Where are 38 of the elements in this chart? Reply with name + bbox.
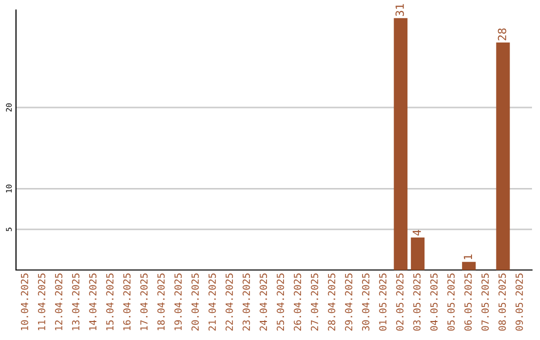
data-label: 31: [396, 4, 404, 16]
x-tick-label: 18.04.2025: [157, 274, 165, 330]
x-tick-label: 07.05.2025: [481, 274, 489, 331]
x-tick-label: 29.04.2025: [344, 274, 352, 331]
x-tick-label: 02.05.2025: [396, 274, 404, 331]
x-tick-label: 11.04.2025: [38, 274, 46, 330]
x-tick-label: 08.05.2025: [498, 274, 506, 331]
x-tick-label: 01.05.2025: [379, 274, 386, 331]
x-tick-label: 24.04.2025: [260, 274, 268, 331]
x-tick-label: 15.04.2025: [106, 274, 114, 330]
bar: [462, 262, 476, 270]
x-tick-label: 27.04.2025: [310, 274, 318, 331]
bar: [496, 42, 510, 270]
data-label: 28: [498, 28, 506, 40]
bar: [394, 18, 408, 270]
x-tick-label: 03.05.2025: [413, 274, 421, 331]
data-label: 4: [412, 230, 421, 236]
x-tick-label: 12.04.2025: [54, 274, 62, 330]
x-tick-label: 09.05.2025: [516, 274, 523, 331]
x-tick-label: 16.04.2025: [123, 274, 131, 330]
x-tick-label: 17.04.2025: [140, 274, 148, 330]
x-tick-label: 25.04.2025: [276, 274, 284, 331]
bar: [410, 238, 425, 270]
x-tick-label: 06.05.2025: [464, 274, 472, 331]
x-tick-label: 19.04.2025: [174, 274, 182, 330]
x-tick-label: 21.04.2025: [208, 274, 216, 331]
data-label: 1: [464, 254, 472, 260]
x-tick-label: 26.04.2025: [294, 274, 302, 331]
x-tick-label: 05.05.2025: [447, 274, 455, 331]
x-tick-label: 28.04.2025: [328, 274, 336, 331]
x-tick-label: 20.04.2025: [191, 274, 199, 331]
x-tick-label: 30.04.2025: [362, 274, 370, 331]
x-tick-label: 22.04.2025: [226, 274, 233, 331]
x-tick-label: 14.04.2025: [89, 274, 96, 330]
x-tick-label: 23.04.2025: [242, 274, 250, 331]
x-tick-label: 13.04.2025: [72, 274, 80, 330]
x-tick-label: 10.04.2025: [20, 274, 28, 330]
x-tick-label: 04.05.2025: [430, 274, 438, 331]
